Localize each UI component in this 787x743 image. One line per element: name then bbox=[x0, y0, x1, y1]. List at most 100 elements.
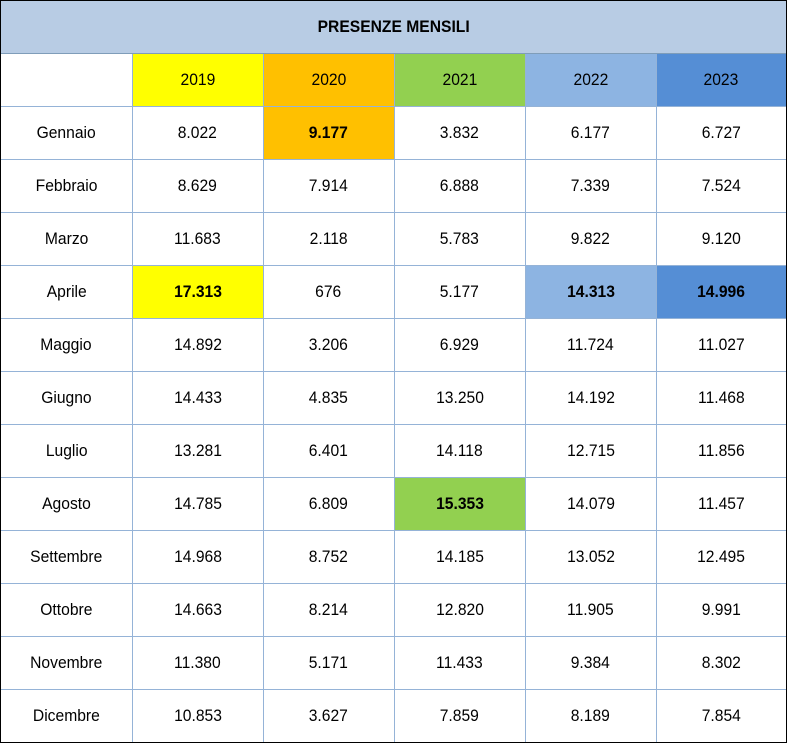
table-row: Gennaio 8.022 9.177 3.832 6.177 6.727 bbox=[1, 106, 786, 160]
value-cell-2020: 8.752 bbox=[262, 530, 395, 584]
value-cell-2020: 9.177 bbox=[262, 106, 395, 160]
value-cell-2020: 3.627 bbox=[262, 689, 395, 742]
value-cell-2019-text: 14.785 bbox=[173, 494, 222, 513]
value-cell-2020-text: 9.177 bbox=[308, 123, 349, 142]
value-cell-2019: 14.968 bbox=[131, 530, 264, 584]
value-cell-2021: 14.118 bbox=[393, 424, 526, 478]
month-label: Dicembre bbox=[1, 689, 133, 742]
month-label: Aprile bbox=[1, 265, 133, 319]
header-year-2022-text: 2022 bbox=[573, 70, 608, 89]
value-cell-2023-text: 14.996 bbox=[697, 282, 746, 301]
value-cell-2019: 14.785 bbox=[131, 477, 264, 531]
value-cell-2022: 7.339 bbox=[524, 159, 657, 213]
value-cell-2019-text: 14.968 bbox=[173, 547, 222, 566]
month-label-text: Giugno bbox=[41, 388, 92, 407]
value-cell-2022: 11.905 bbox=[524, 583, 657, 637]
value-cell-2022-text: 8.189 bbox=[570, 706, 611, 725]
value-cell-2022: 14.313 bbox=[524, 265, 657, 319]
value-cell-2023-text: 9.120 bbox=[701, 229, 741, 248]
table-row: Marzo 11.683 2.118 5.783 9.822 9.120 bbox=[1, 212, 786, 266]
value-cell-2021-text: 14.185 bbox=[435, 547, 484, 566]
value-cell-2021: 11.433 bbox=[393, 636, 526, 690]
value-cell-2023: 12.495 bbox=[655, 530, 786, 584]
value-cell-2019-text: 8.629 bbox=[177, 176, 218, 195]
value-cell-2019: 14.892 bbox=[131, 318, 264, 372]
month-label: Maggio bbox=[1, 318, 133, 372]
value-cell-2019: 14.433 bbox=[131, 371, 264, 425]
table-row: Ottobre 14.663 8.214 12.820 11.905 9.991 bbox=[1, 583, 786, 637]
value-cell-2021-text: 14.118 bbox=[436, 441, 483, 460]
value-cell-2021: 6.929 bbox=[393, 318, 526, 372]
value-cell-2022: 9.822 bbox=[524, 212, 657, 266]
table-row: Novembre 11.380 5.171 11.433 9.384 8.302 bbox=[1, 636, 786, 690]
table-title-text: PRESENZE MENSILI bbox=[317, 17, 470, 36]
header-year-2023: 2023 bbox=[655, 54, 786, 107]
value-cell-2020: 5.171 bbox=[262, 636, 395, 690]
table-row: Giugno 14.433 4.835 13.250 14.192 11.468 bbox=[1, 371, 786, 425]
month-label-text: Settembre bbox=[30, 547, 103, 566]
value-cell-2019-text: 14.663 bbox=[173, 600, 222, 619]
value-cell-2022: 11.724 bbox=[524, 318, 657, 372]
table-row: Agosto 14.785 6.809 15.353 14.079 11.457 bbox=[1, 477, 786, 531]
value-cell-2022-text: 14.313 bbox=[566, 282, 615, 301]
value-cell-2022-text: 6.177 bbox=[570, 123, 611, 142]
value-cell-2022-text: 11.905 bbox=[567, 600, 614, 619]
value-cell-2021: 6.888 bbox=[393, 159, 526, 213]
header-year-2020: 2020 bbox=[262, 54, 395, 107]
table-row: Settembre 14.968 8.752 14.185 13.052 12.495 bbox=[1, 530, 786, 584]
value-cell-2023: 11.027 bbox=[655, 318, 786, 372]
value-cell-2019: 11.683 bbox=[131, 212, 264, 266]
value-cell-2023: 11.457 bbox=[655, 477, 786, 531]
value-cell-2021: 12.820 bbox=[393, 583, 526, 637]
value-cell-2023-text: 8.302 bbox=[701, 653, 741, 672]
month-label-text: Febbraio bbox=[35, 176, 98, 195]
value-cell-2019-text: 17.313 bbox=[173, 282, 222, 301]
value-cell-2022: 6.177 bbox=[524, 106, 657, 160]
value-cell-2021: 7.859 bbox=[393, 689, 526, 742]
value-cell-2021-text: 7.859 bbox=[439, 706, 480, 725]
value-cell-2020-text: 6.401 bbox=[308, 441, 349, 460]
value-cell-2023-text: 11.468 bbox=[697, 388, 745, 407]
value-cell-2019-text: 14.433 bbox=[173, 388, 222, 407]
value-cell-2023: 7.524 bbox=[655, 159, 786, 213]
month-label-text: Agosto bbox=[41, 494, 91, 513]
value-cell-2020-text: 5.171 bbox=[308, 653, 349, 672]
value-cell-2022-text: 12.715 bbox=[566, 441, 615, 460]
table-row: Aprile 17.313 676 5.177 14.313 14.996 bbox=[1, 265, 786, 319]
value-cell-2023: 7.854 bbox=[655, 689, 786, 742]
month-label: Marzo bbox=[1, 212, 133, 266]
value-cell-2020: 4.835 bbox=[262, 371, 395, 425]
table-row: Dicembre 10.853 3.627 7.859 8.189 7.854 bbox=[1, 689, 786, 742]
value-cell-2023: 9.120 bbox=[655, 212, 786, 266]
value-cell-2021-text: 5.177 bbox=[439, 282, 480, 301]
month-label: Gennaio bbox=[1, 106, 133, 160]
value-cell-2020-text: 3.627 bbox=[308, 706, 349, 725]
table-row: Febbraio 8.629 7.914 6.888 7.339 7.524 bbox=[1, 159, 786, 213]
value-cell-2020-text: 7.914 bbox=[308, 176, 349, 195]
value-cell-2023: 14.996 bbox=[655, 265, 786, 319]
value-cell-2022-text: 9.384 bbox=[570, 653, 611, 672]
value-cell-2020: 2.118 bbox=[262, 212, 395, 266]
value-cell-2019: 17.313 bbox=[131, 265, 264, 319]
month-label: Settembre bbox=[1, 530, 133, 584]
value-cell-2021: 14.185 bbox=[393, 530, 526, 584]
value-cell-2020-text: 3.206 bbox=[308, 335, 349, 354]
value-cell-2022: 14.192 bbox=[524, 371, 657, 425]
month-label: Ottobre bbox=[1, 583, 133, 637]
value-cell-2020-text: 2.118 bbox=[309, 229, 348, 248]
header-year-2019-text: 2019 bbox=[180, 70, 215, 89]
value-cell-2021: 13.250 bbox=[393, 371, 526, 425]
value-cell-2019: 13.281 bbox=[131, 424, 264, 478]
header-year-2023-text: 2023 bbox=[703, 70, 739, 89]
value-cell-2020-text: 676 bbox=[315, 282, 342, 301]
month-label: Giugno bbox=[1, 371, 133, 425]
value-cell-2023-text: 11.027 bbox=[697, 335, 745, 354]
attendance-table: 2019 2020 2021 2022 2023 Gennaio 8.022 9.177 3.8… bbox=[1, 54, 786, 742]
value-cell-2023-text: 7.524 bbox=[701, 176, 741, 195]
value-cell-2023-text: 11.457 bbox=[697, 494, 745, 513]
value-cell-2023: 6.727 bbox=[655, 106, 786, 160]
value-cell-2021-text: 5.783 bbox=[439, 229, 480, 248]
value-cell-2019-text: 10.853 bbox=[173, 706, 222, 725]
value-cell-2019: 11.380 bbox=[131, 636, 264, 690]
value-cell-2021: 15.353 bbox=[393, 477, 526, 531]
